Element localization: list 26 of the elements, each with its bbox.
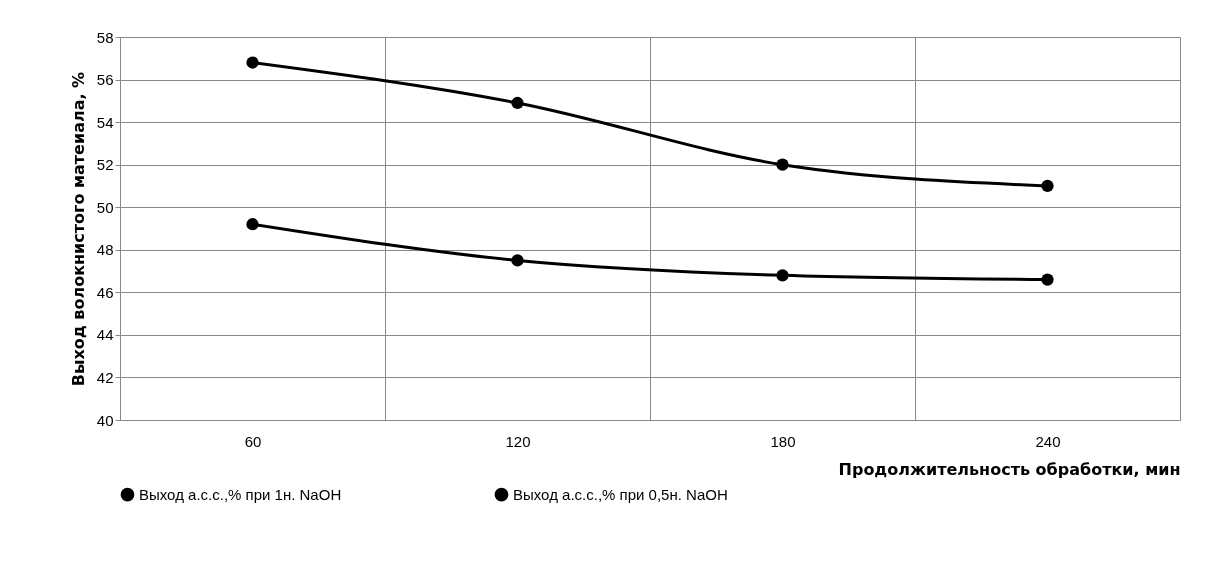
point [1041,179,1054,193]
legend-label: Выход а.с.с.,% при 0,5н. NaOH [513,485,728,503]
y-tick-label: 56 [96,71,114,89]
point [1041,273,1054,286]
y-tick-label: 50 [96,198,114,216]
y-tick-label: 40 [96,411,114,429]
y-tick-label: 48 [96,241,114,259]
x-axis-title: Продолжительность обработки, мин [838,459,1181,479]
point [511,254,524,267]
legend-label: Выход а.с.с.,% при 1н. NaOH [139,485,342,503]
x-tick-label: 240 [1035,432,1061,450]
y-tick-label: 44 [96,326,114,344]
point [246,218,259,231]
y-tick-label: 46 [96,283,114,301]
point [776,269,789,282]
y-axis-title: Выход волокнистого матеиала, % [68,71,88,387]
x-tick-label: 60 [244,432,262,450]
x-tick-label: 120 [505,432,531,450]
point [511,96,524,110]
x-tick-label: 180 [770,432,796,450]
y-tick-label: 52 [96,156,114,174]
y-tick-label: 58 [96,28,114,46]
point [246,56,259,69]
y-tick-label: 42 [96,368,114,386]
point [776,158,789,171]
y-tick-label: 54 [96,113,114,131]
